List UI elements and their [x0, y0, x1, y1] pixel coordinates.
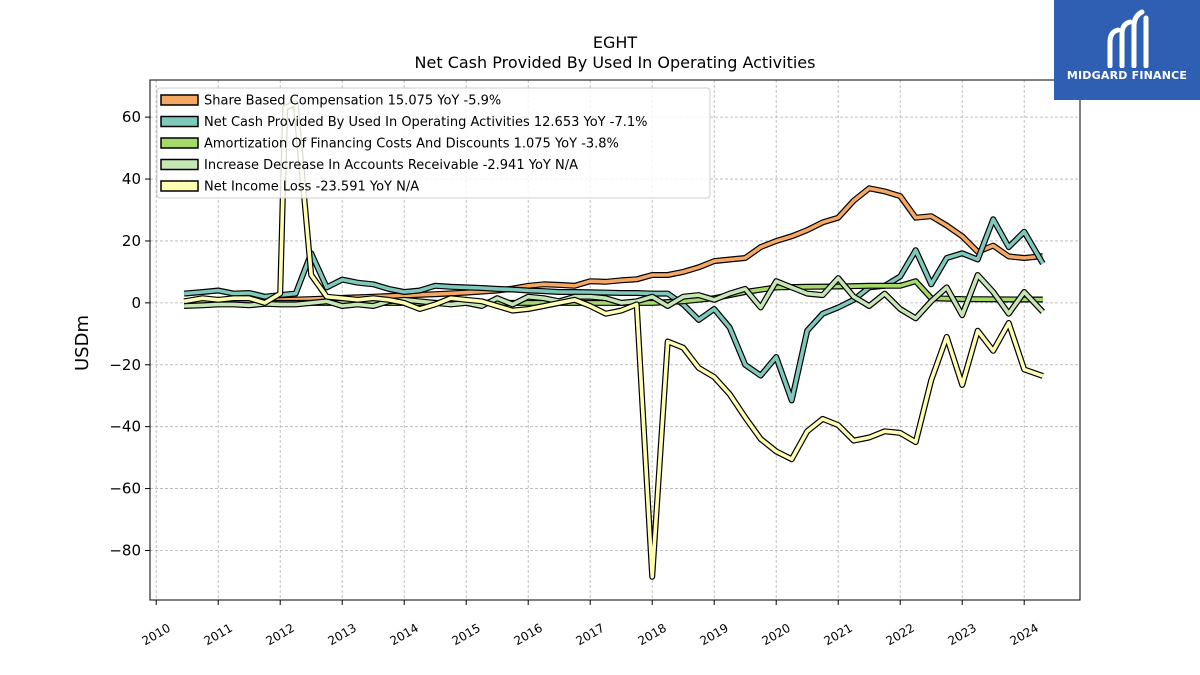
brand-logo: MIDGARD FINANCE — [1054, 0, 1200, 100]
plot-area-frame — [149, 79, 1081, 601]
series-line-1 — [183, 217, 1045, 403]
midgard-logo-icon — [1107, 9, 1149, 68]
legend-label: Net Income Loss -23.591 YoY N/A — [204, 180, 419, 195]
y-tick-label: 40 — [122, 170, 141, 188]
x-tick-label: 2012 — [263, 621, 296, 648]
y-tick-label: −60 — [109, 480, 141, 498]
chart-title: EGHT — [593, 33, 638, 52]
x-tick-label: 2014 — [387, 621, 420, 648]
x-tick-label: 2023 — [945, 621, 978, 648]
x-tick-label: 2016 — [511, 621, 544, 648]
series-line-outline-0 — [184, 185, 1044, 305]
x-tick-label: 2015 — [449, 621, 482, 648]
x-tick-label: 2024 — [1007, 621, 1040, 648]
x-tick-label: 2010 — [139, 621, 172, 648]
legend-label: Increase Decrease In Accounts Receivable… — [204, 158, 578, 173]
series-group — [183, 100, 1046, 580]
legend-swatch — [160, 158, 199, 171]
y-tick-label: −40 — [109, 418, 141, 436]
x-tick-label: 2017 — [573, 621, 606, 648]
chart-subtitle: Net Cash Provided By Used In Operating A… — [415, 53, 816, 72]
series-line-4 — [183, 101, 1044, 579]
legend-swatch — [160, 137, 199, 149]
y-tick-label: 0 — [131, 294, 141, 312]
y-tick-label: 20 — [122, 232, 141, 250]
x-tick-label: 2021 — [821, 621, 854, 648]
x-tick-label: 2018 — [635, 621, 668, 648]
legend-label: Share Based Compensation 15.075 YoY -5.9… — [204, 94, 501, 109]
x-tick-label: 2013 — [325, 621, 358, 648]
x-tick-label: 2020 — [759, 621, 792, 648]
x-tick-label: 2011 — [201, 621, 234, 648]
y-tick-label: −20 — [109, 356, 141, 374]
legend-label: Amortization Of Financing Costs And Disc… — [204, 137, 619, 152]
x-tick-label: 2022 — [883, 621, 916, 648]
series-line-3 — [184, 273, 1045, 321]
logo-text: MIDGARD FINANCE — [1066, 69, 1188, 82]
x-tick-label: 2019 — [697, 621, 730, 648]
y-tick-label: 60 — [122, 108, 141, 126]
legend-box — [156, 87, 711, 199]
y-tick-label: −80 — [109, 541, 141, 559]
legend: Share Based Compensation 15.075 YoY -5.9… — [156, 87, 711, 199]
legend-swatch — [160, 115, 199, 128]
legend-label: Net Cash Provided By Used In Operating A… — [204, 115, 647, 130]
legend-swatch — [160, 180, 199, 192]
legend-swatch — [160, 94, 199, 106]
series-line-0 — [184, 186, 1043, 304]
y-axis-label: USDm — [72, 315, 93, 371]
